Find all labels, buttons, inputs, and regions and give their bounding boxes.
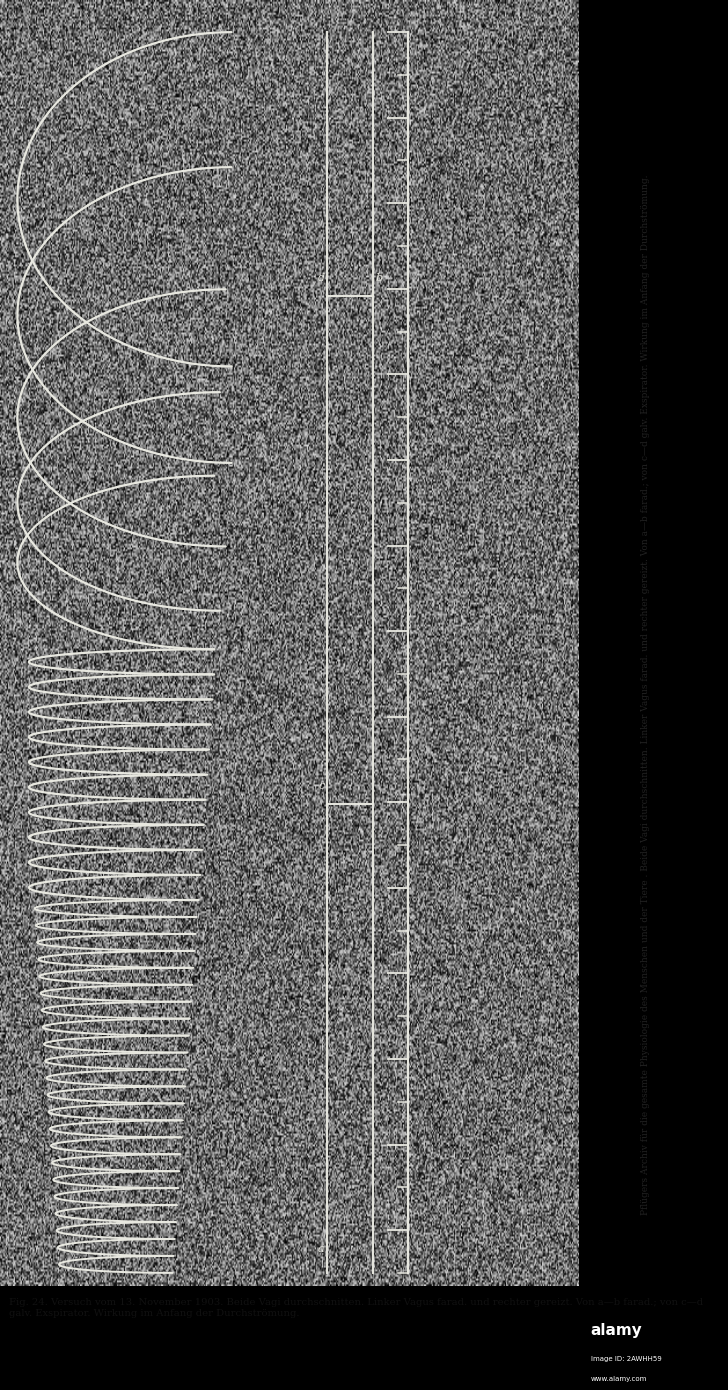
Text: alamy: alamy — [590, 1323, 642, 1339]
Text: www.alamy.com: www.alamy.com — [590, 1376, 647, 1382]
Text: c: c — [318, 781, 325, 791]
Text: b: b — [376, 272, 383, 284]
Text: d: d — [317, 272, 325, 284]
Text: Image ID: 2AWHH59: Image ID: 2AWHH59 — [590, 1357, 662, 1362]
Text: Fig. 24. Versuch vom 13. November 1903. Beide Vagi durchschnitten. Linker Vagus : Fig. 24. Versuch vom 13. November 1903. … — [9, 1298, 703, 1318]
Text: a: a — [318, 1244, 325, 1254]
Text: Pflügers Archiv für die gesamte Physiologie des Menschen und der Tiere . Beide V: Pflügers Archiv für die gesamte Physiolo… — [641, 175, 650, 1215]
